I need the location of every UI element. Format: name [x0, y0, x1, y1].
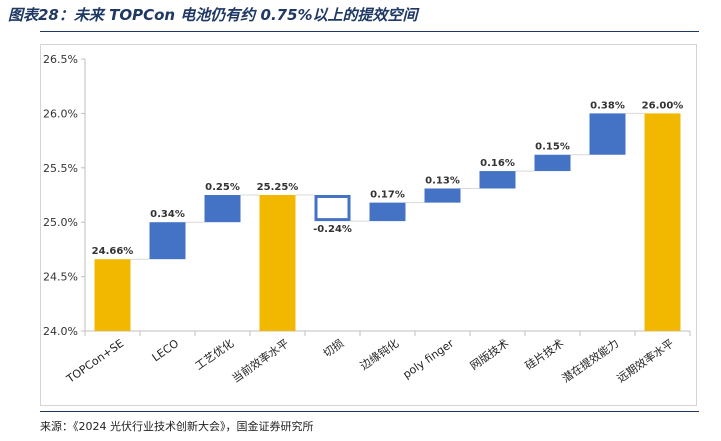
- x-tick-label: poly finger: [400, 337, 456, 382]
- data-label: 0.16%: [480, 158, 515, 169]
- x-tick-label: 远期效率水平: [614, 336, 676, 385]
- x-tick-label: 硅片技术: [523, 337, 566, 373]
- x-tick-label: 网版技术: [467, 336, 511, 373]
- data-labels: 24.66% 0.34% 0.25% 25.25% -0.24% 0.17% 0.13% 0.…: [92, 100, 684, 257]
- data-label: 24.66%: [92, 246, 134, 257]
- x-tick-label: 切损: [320, 336, 346, 360]
- x-tick-label: 当前效率水平: [229, 336, 291, 385]
- bar-increase: [534, 154, 571, 172]
- bar-increase: [589, 113, 626, 155]
- x-tick-label: 边缘钝化: [357, 336, 401, 373]
- bar-increase: [149, 222, 186, 260]
- connector-lines: [130, 112, 645, 260]
- bar-increase: [369, 202, 406, 222]
- x-tick-label: 工艺优化: [192, 336, 236, 373]
- data-label: 0.34%: [150, 209, 185, 220]
- data-label: 0.13%: [425, 175, 460, 186]
- x-tick-label: 潜在提效能力: [559, 336, 621, 385]
- data-label: 25.25%: [257, 182, 299, 193]
- footer-rule: [40, 411, 699, 412]
- bar-total: [644, 113, 681, 332]
- y-tick-label: 24.5%: [43, 271, 78, 284]
- bar-increase: [424, 188, 461, 203]
- source-note: 来源：《2024 光伏行业技术创新大会》，国金证券研究所: [40, 420, 314, 433]
- data-label: 26.00%: [642, 100, 684, 111]
- bar-increase: [479, 171, 516, 189]
- chart-title: 图表28：未来 TOPCon 电池仍有约 0.75%以上的提效空间: [8, 6, 418, 24]
- bar-decrease: [314, 195, 351, 222]
- data-label: 0.25%: [205, 182, 240, 193]
- y-axis: 24.0% 24.5% 25.0% 25.5% 26.0% 26.5%: [43, 53, 86, 338]
- y-tick-label: 24.0%: [43, 325, 78, 338]
- x-axis: [84, 330, 691, 336]
- y-tick-label: 25.0%: [43, 216, 78, 229]
- y-tick-label: 26.0%: [43, 107, 78, 120]
- y-tick-label: 25.5%: [43, 162, 78, 175]
- title-rule: [40, 31, 699, 32]
- bar-increase: [204, 195, 241, 223]
- x-tick-label: TOPCon+SE: [63, 337, 126, 386]
- chart-frame: [40, 44, 697, 406]
- bar-total: [94, 259, 131, 331]
- x-tick-label: LECO: [150, 337, 182, 365]
- bars: [94, 113, 681, 332]
- y-tick-label: 26.5%: [43, 53, 78, 66]
- data-label: 0.17%: [370, 190, 405, 201]
- data-label: 0.15%: [535, 142, 570, 153]
- bar-total: [259, 195, 296, 331]
- data-label: 0.38%: [590, 100, 625, 111]
- data-label: -0.24%: [313, 224, 352, 235]
